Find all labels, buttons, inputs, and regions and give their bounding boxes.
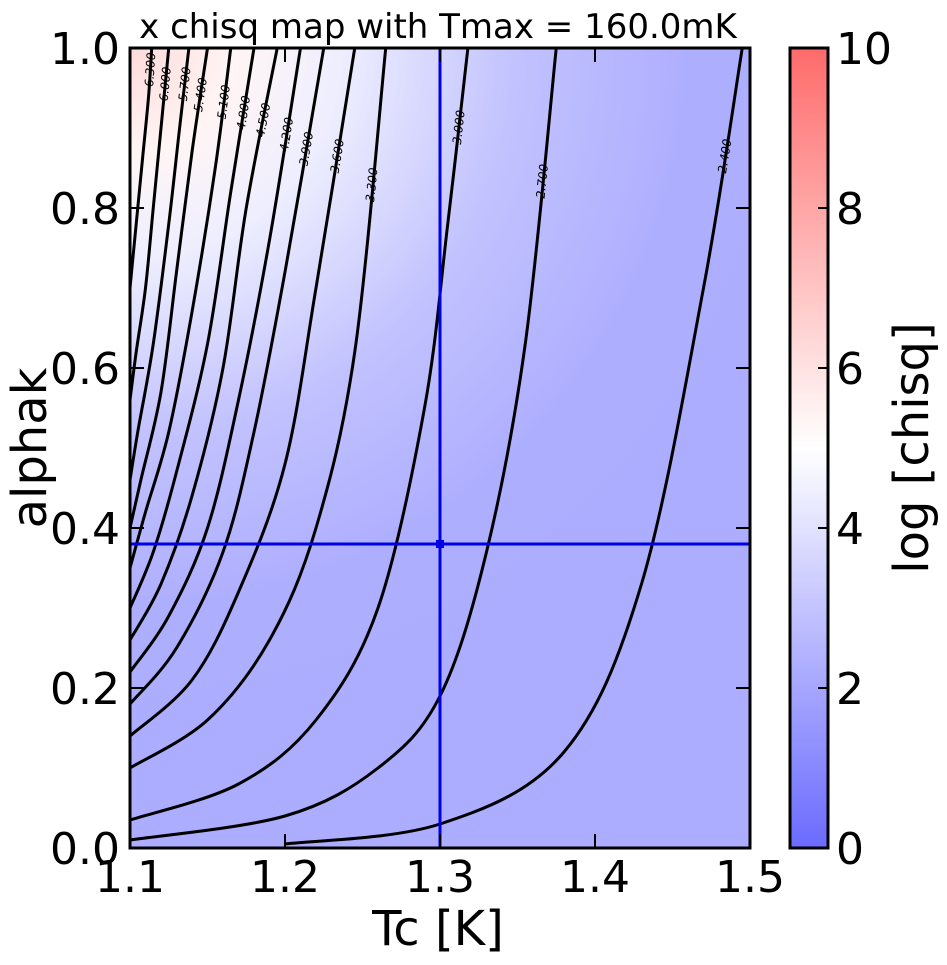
- best-fit-crosshair: [130, 48, 750, 848]
- contour-label: 5.400: [191, 76, 210, 112]
- contour-label: 6.300: [142, 52, 158, 88]
- contour-line: [130, 48, 326, 705]
- contour-line: [130, 48, 558, 842]
- contour-line: [130, 48, 171, 401]
- colorbar-gradient: [790, 48, 828, 848]
- contour-label: 2.400: [715, 138, 734, 175]
- colorbar-tick-label: 6: [836, 344, 864, 395]
- y-tick-label: 0.6: [50, 344, 120, 395]
- y-tick-label: 0.8: [50, 184, 120, 235]
- colorbar-tick-label: 4: [836, 504, 864, 555]
- contour-label: 3.300: [363, 167, 380, 203]
- contour-label: 5.700: [176, 66, 194, 102]
- colorbar-tick-label: 10: [836, 24, 892, 75]
- contour-line: [130, 48, 233, 569]
- contour-lines: [130, 48, 744, 846]
- contour-line: [130, 48, 154, 289]
- colorbar-tick-label: 8: [836, 184, 864, 235]
- colorbar-frame: [788, 46, 830, 850]
- x-tick-label: 1.4: [560, 852, 630, 903]
- contour-label: 3.600: [328, 138, 347, 175]
- chart-title: x chisq map with Tmax = 160.0mK: [139, 7, 738, 47]
- colorbar-label: log [chisq]: [884, 322, 940, 574]
- x-tick-label: 1.3: [405, 852, 475, 903]
- contour-label: 4.500: [253, 101, 273, 138]
- x-tick-label: 1.2: [250, 852, 320, 903]
- y-tick-label: 0.2: [50, 664, 120, 715]
- y-tick-label: 0.4: [50, 504, 120, 555]
- contour-label: 2.700: [534, 163, 552, 199]
- contour-line: [130, 48, 470, 822]
- colorbar-tick-label: 2: [836, 664, 864, 715]
- y-axis-label: alphak: [2, 367, 58, 528]
- x-tick-label: 1.5: [715, 852, 785, 903]
- contour-label: 6.000: [157, 66, 174, 102]
- y-axis-ticks: 0.0 0.2 0.4 0.6 0.8 1.0: [50, 24, 750, 875]
- contour-label: 4.200: [277, 116, 296, 153]
- contour-line: [130, 48, 256, 609]
- x-axis-label: Tc [K]: [371, 901, 504, 957]
- contour-label: 3.000: [450, 109, 468, 145]
- contour-labels: 2.400 2.700 3.000 3.300 3.600 3.9004.2004.500…: [142, 52, 734, 203]
- colorbar-ticks: 0 2 4 6 8 10: [818, 24, 892, 875]
- contour-label: 3.900: [296, 130, 316, 167]
- y-tick-label: 1.0: [50, 24, 120, 75]
- y-tick-label: 0.0: [50, 824, 120, 875]
- contour-line: [130, 48, 388, 770]
- contour-label: 5.100: [215, 84, 233, 120]
- contour-line: [130, 48, 279, 641]
- colorbar-tick-label: 0: [836, 824, 864, 875]
- contour-label: 4.800: [234, 94, 253, 131]
- contour-line: [130, 48, 302, 673]
- contour-line: [130, 48, 209, 529]
- x-axis-ticks: 1.1 1.2 1.3 1.4 1.5: [95, 48, 785, 903]
- x-tick-label: 1.1: [95, 852, 165, 903]
- contour-line: [130, 48, 191, 481]
- contour-line: [130, 48, 357, 738]
- best-fit-marker: [436, 540, 444, 548]
